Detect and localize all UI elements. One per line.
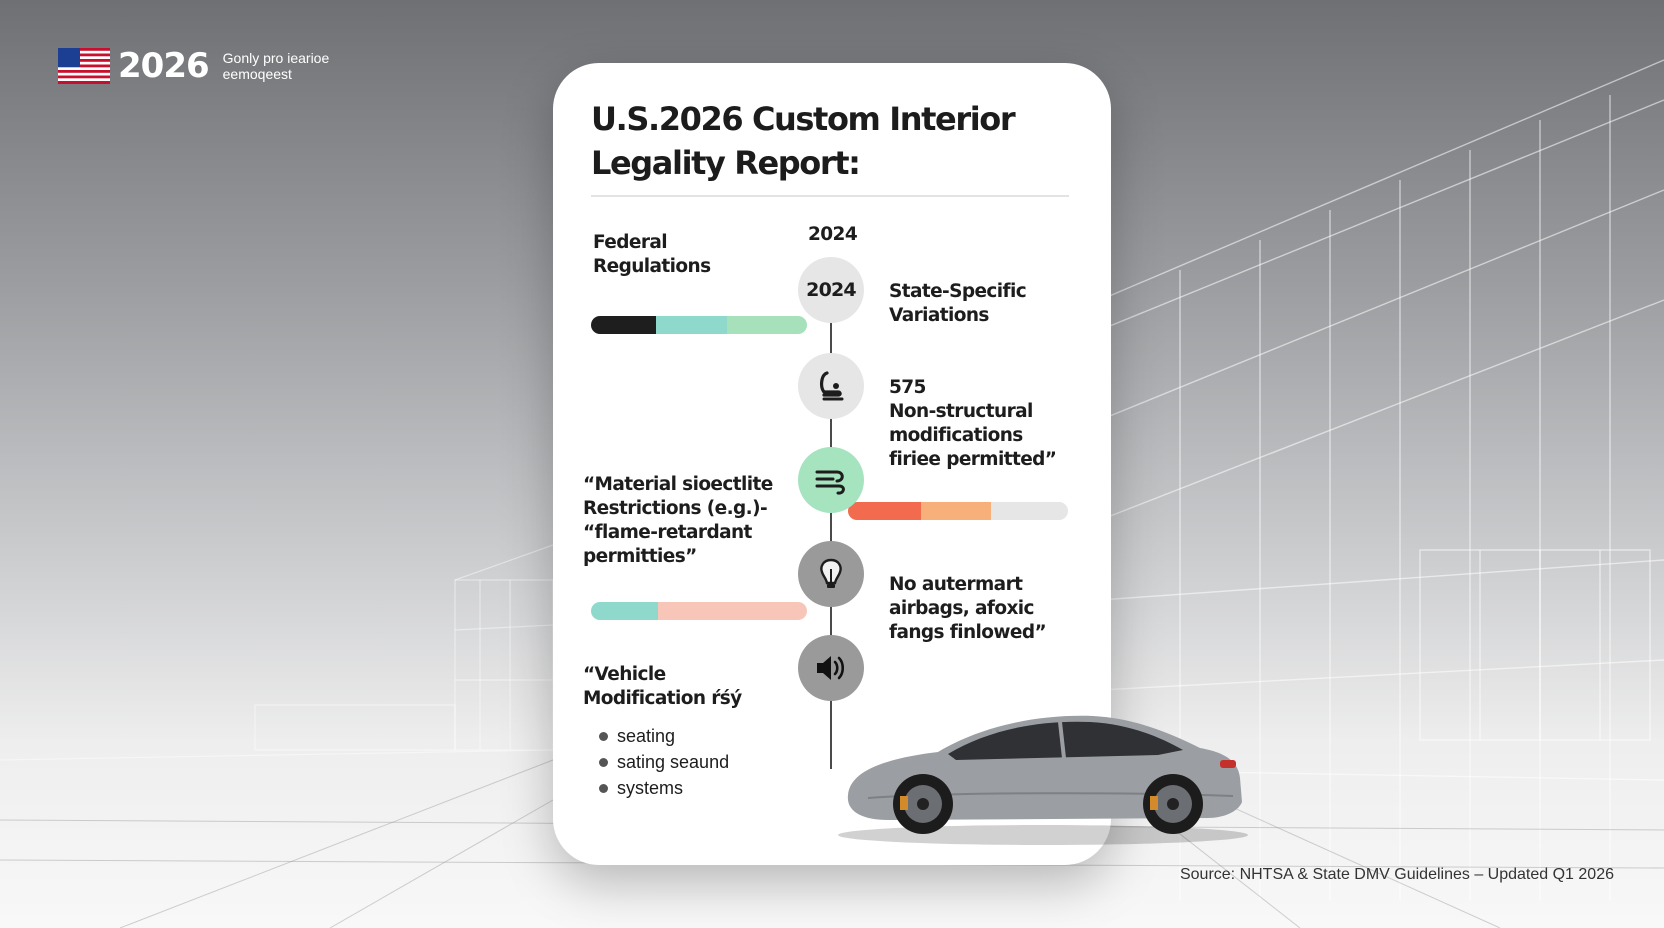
modification-bullet-list: seating sating seaund systems — [597, 723, 729, 801]
brand-subtitle: Gonly pro iearioe eemoqeest — [223, 50, 330, 82]
timeline-node-year: 2024 — [806, 279, 856, 301]
timeline-node-fabric — [798, 447, 864, 513]
list-item: sating seaund — [597, 749, 729, 775]
timeline-axis — [830, 259, 832, 769]
bar-segment-coral — [848, 502, 921, 520]
timeline-year-label: 2024 — [808, 224, 858, 245]
timeline-node-sound — [798, 635, 864, 701]
brand-subtitle-line-2: eemoqeest — [222, 66, 292, 82]
nonstructural-modifications-label: Non-structural modifications firiee perm… — [889, 401, 1057, 470]
seat-icon — [820, 371, 844, 401]
material-restrictions-label: “Material sioectlite Restrictions (e.g.)… — [583, 474, 773, 567]
report-title: U.S.2026 Custom Interior Legality Report… — [591, 100, 1016, 182]
list-item: systems — [597, 775, 729, 801]
federal-regulations-label: Federal Regulations — [593, 232, 711, 277]
car-illustration — [838, 715, 1248, 845]
bar-segment-teal — [591, 602, 658, 620]
bar-segment-pink — [657, 602, 807, 620]
bar-segment-mint — [727, 316, 807, 334]
source-note: Source: NHTSA & State DMV Guidelines – U… — [1179, 866, 1614, 883]
airbags-label: No autermart airbags, afoxic fangs finlo… — [889, 574, 1047, 643]
material-progress-bar — [848, 502, 1068, 520]
state-specific-label: State-Specific Variations — [889, 281, 1027, 326]
speaker-icon — [817, 656, 845, 680]
bar-segment-grey — [990, 502, 1068, 520]
bar-segment-dark — [591, 316, 656, 334]
timeline-node-airbag — [798, 541, 864, 607]
title-divider — [591, 195, 1069, 197]
list-item: seating — [597, 723, 729, 749]
fabric-waves-icon — [815, 470, 845, 495]
light-bulb-icon — [820, 558, 842, 588]
bar-segment-orange — [920, 502, 991, 520]
brand-year: 2026 — [118, 46, 210, 86]
federal-progress-bar — [591, 316, 807, 334]
airbags-progress-bar — [591, 602, 807, 620]
timeline-node-2024: 2024 — [798, 257, 864, 323]
nonstructural-marker: 575 — [889, 377, 926, 398]
brand-subtitle-line-1: Gonly pro iearioe — [222, 50, 330, 66]
bar-segment-teal — [655, 316, 728, 334]
vehicle-modification-label: “Vehicle Modification ŕśý — [583, 664, 742, 709]
us-flag-icon — [58, 48, 110, 84]
timeline-node-seat — [798, 353, 864, 419]
brand-header: 2026 Gonly pro iearioe eemoqeest — [58, 46, 329, 86]
